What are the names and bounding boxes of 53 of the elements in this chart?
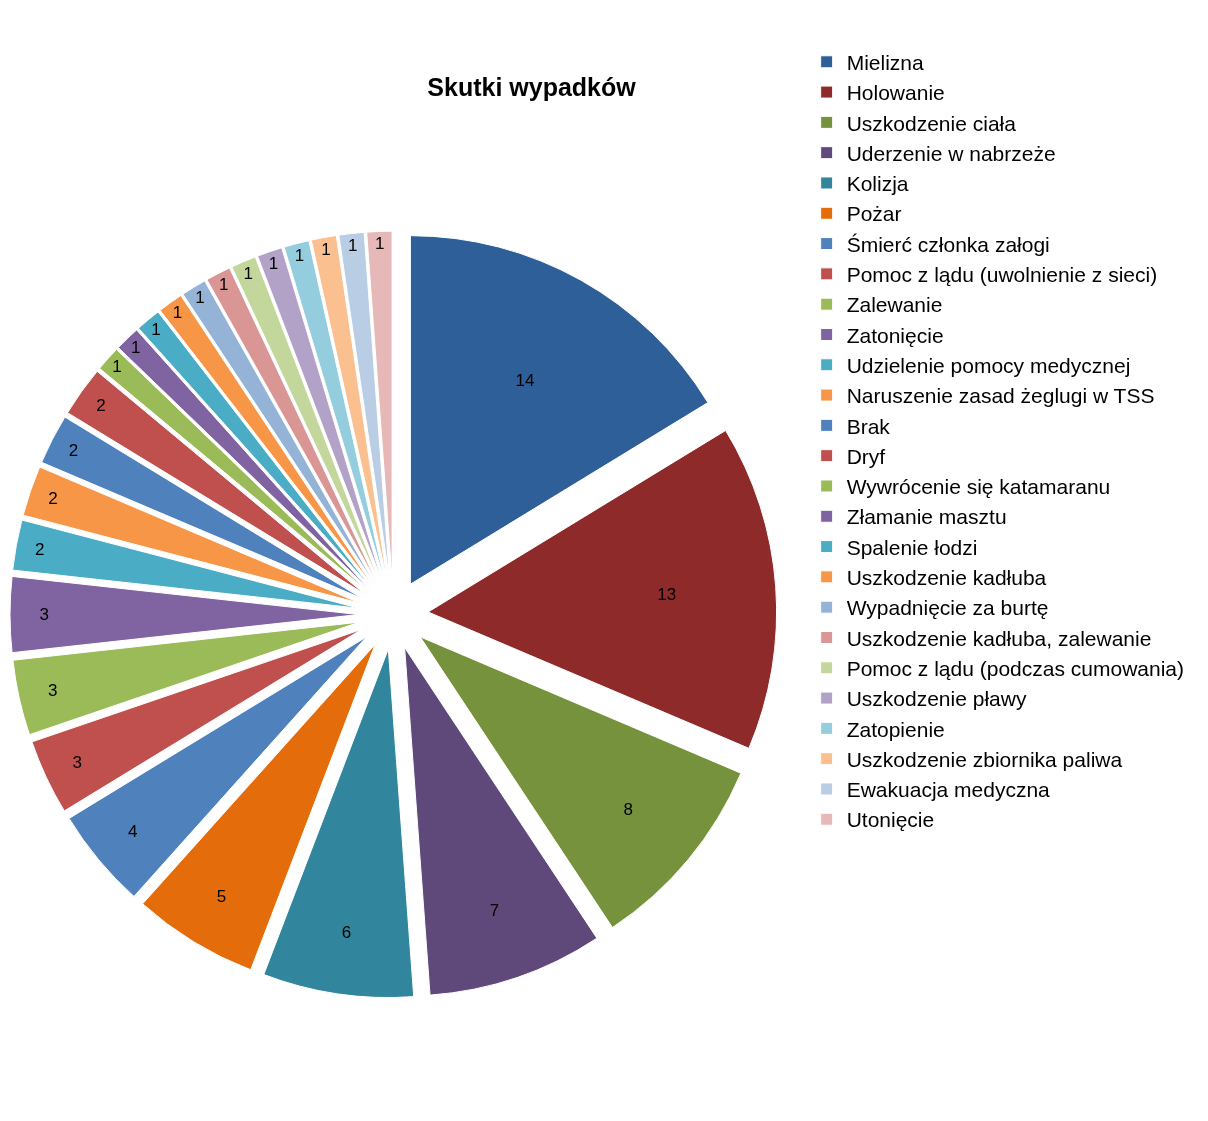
legend-label: Zatonięcie	[846, 323, 944, 347]
legend-label: Wypadnięcie za burtę	[846, 596, 1049, 620]
data-label: 14	[515, 370, 535, 390]
data-label: 2	[68, 440, 79, 460]
data-label: 13	[657, 585, 677, 605]
legend-label: Dryf	[846, 444, 886, 468]
data-label: 3	[47, 680, 58, 700]
data-label: 1	[294, 246, 305, 266]
legend-label: Uszkodzenie zbiornika paliwa	[846, 747, 1123, 771]
data-label: 1	[112, 357, 122, 377]
legend-label: Uszkodzenie kadłuba	[846, 566, 1047, 590]
data-label: 1	[172, 303, 183, 323]
text: Skutki wypadków	[427, 72, 637, 101]
data-label: 6	[341, 922, 352, 942]
legend-label: Kolizja	[846, 172, 909, 196]
legend-label: Spalenie łodzi	[846, 535, 978, 559]
data-label: 4	[128, 821, 138, 841]
legend-label: Uszkodzenie ciała	[846, 111, 1017, 135]
legend-label: Holowanie	[846, 81, 945, 105]
data-label: 1	[268, 253, 279, 273]
data-label: 1	[151, 319, 161, 339]
data-label: 2	[34, 539, 45, 559]
legend-label: Pomoc z lądu (podczas cumowania)	[846, 656, 1184, 680]
legend-label: Mielizna	[846, 50, 925, 74]
data-label: 1	[348, 236, 358, 256]
legend-label: Brak	[846, 414, 891, 438]
legend-label: Śmierć członka załogi	[846, 232, 1050, 256]
legend-label: Udzielenie pomocy medycznej	[846, 353, 1131, 377]
data-label: 2	[96, 395, 106, 415]
legend-label: Uderzenie w nabrzeże	[846, 141, 1056, 165]
legend-label: Pomoc z lądu (uwolnienie z sieci)	[846, 263, 1158, 287]
data-label: 2	[48, 488, 58, 508]
legend-label: Uszkodzenie kadłuba, zalewanie	[846, 626, 1152, 650]
legend-label: Zalewanie	[846, 293, 943, 317]
data-label: 8	[623, 800, 633, 820]
data-label: 7	[489, 901, 500, 921]
legend-label: Uszkodzenie pławy	[846, 687, 1027, 711]
legend-label: Ewakuacja medyczna	[846, 778, 1051, 802]
data-label: 1	[195, 288, 205, 308]
legend-label: Złamanie masztu	[846, 505, 1007, 529]
data-label: 1	[218, 275, 229, 295]
data-label: 1	[375, 234, 385, 254]
data-label: 1	[243, 263, 253, 283]
legend-label: Pożar	[846, 202, 902, 226]
legend-label: Wywrócenie się katamaranu	[846, 475, 1111, 499]
data-label: 1	[321, 240, 331, 260]
data-label: 5	[216, 886, 227, 906]
legend-label: Naruszenie zasad żeglugi w TSS	[846, 384, 1155, 408]
legend-label: Zatopienie	[846, 717, 945, 741]
legend-label: Utonięcie	[846, 808, 935, 832]
data-label: 1	[131, 337, 141, 357]
data-label: 3	[39, 605, 50, 625]
data-label: 3	[72, 753, 83, 773]
